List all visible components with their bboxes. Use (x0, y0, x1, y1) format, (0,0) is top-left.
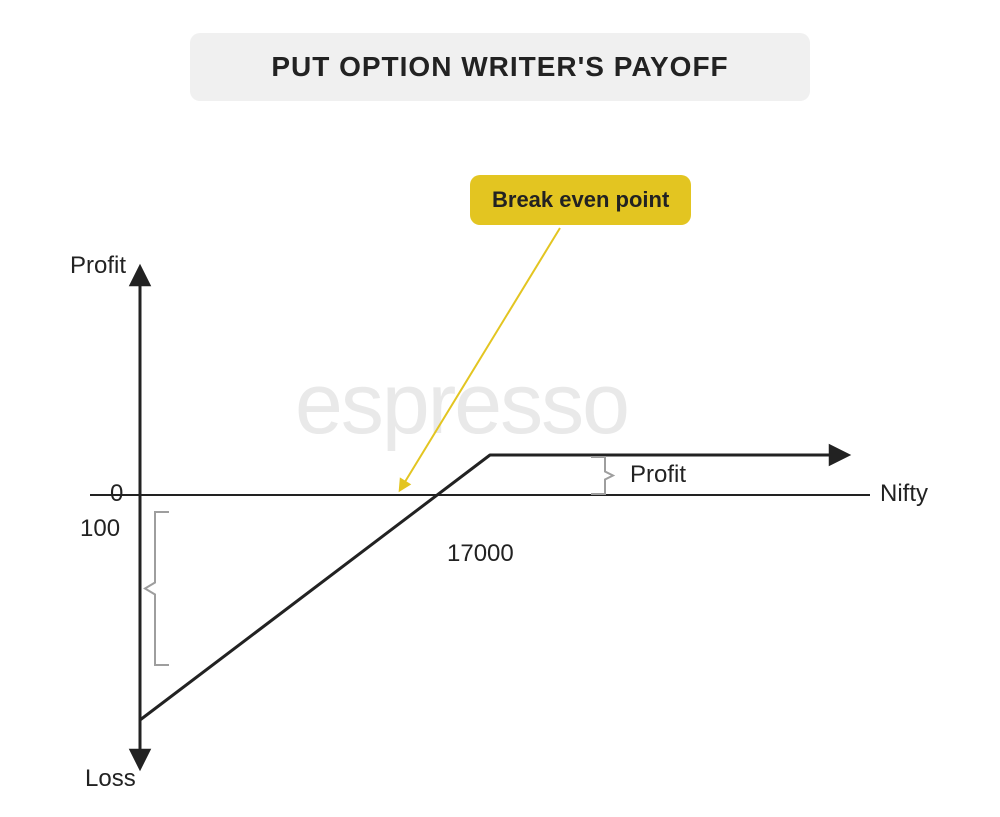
payoff-chart (0, 0, 1000, 817)
strike-label: 17000 (447, 540, 514, 568)
x-axis-name-label: Nifty (880, 480, 928, 508)
hundred-label: 100 (80, 515, 120, 543)
profit-bracket (591, 457, 613, 494)
loss-bracket (145, 512, 169, 665)
profit-annot-label: Profit (630, 461, 686, 489)
zero-label: 0 (110, 480, 123, 508)
breakeven-callout: Break even point (470, 175, 691, 225)
breakeven-arrow (400, 228, 560, 490)
loss-label: Loss (85, 765, 136, 793)
profit-label: Profit (70, 252, 126, 280)
